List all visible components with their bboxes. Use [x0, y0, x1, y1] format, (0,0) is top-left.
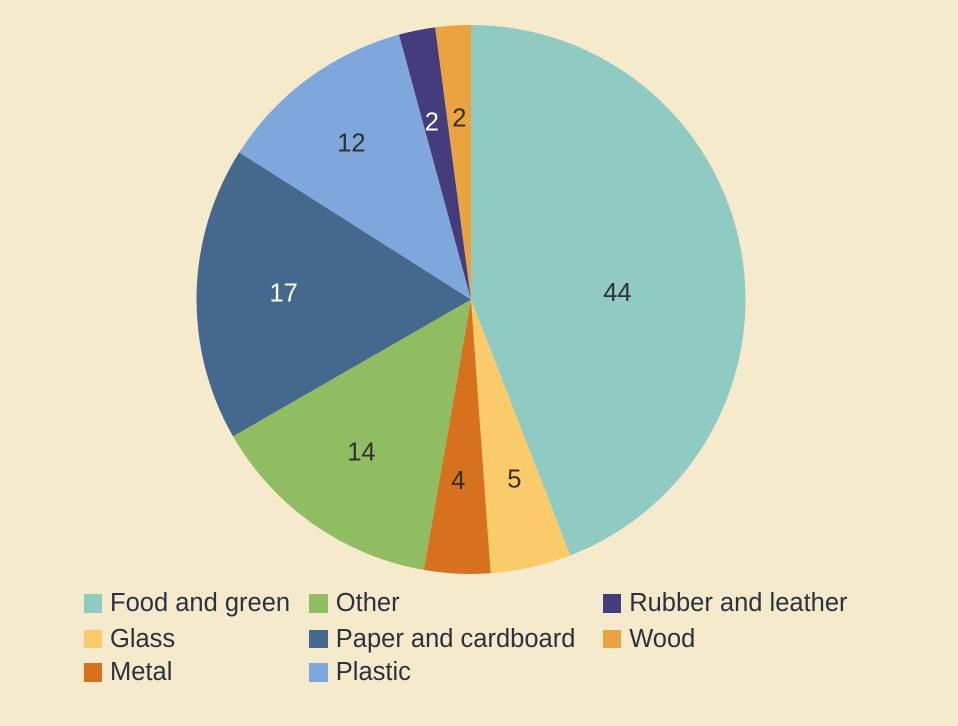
svg-text:5: 5 — [507, 466, 521, 494]
svg-text:44: 44 — [603, 279, 631, 307]
svg-text:17: 17 — [270, 279, 298, 307]
svg-text:2: 2 — [452, 104, 466, 132]
svg-text:14: 14 — [347, 439, 375, 467]
svg-text:4: 4 — [451, 467, 465, 495]
svg-text:2: 2 — [425, 108, 439, 136]
svg-text:12: 12 — [337, 130, 365, 158]
